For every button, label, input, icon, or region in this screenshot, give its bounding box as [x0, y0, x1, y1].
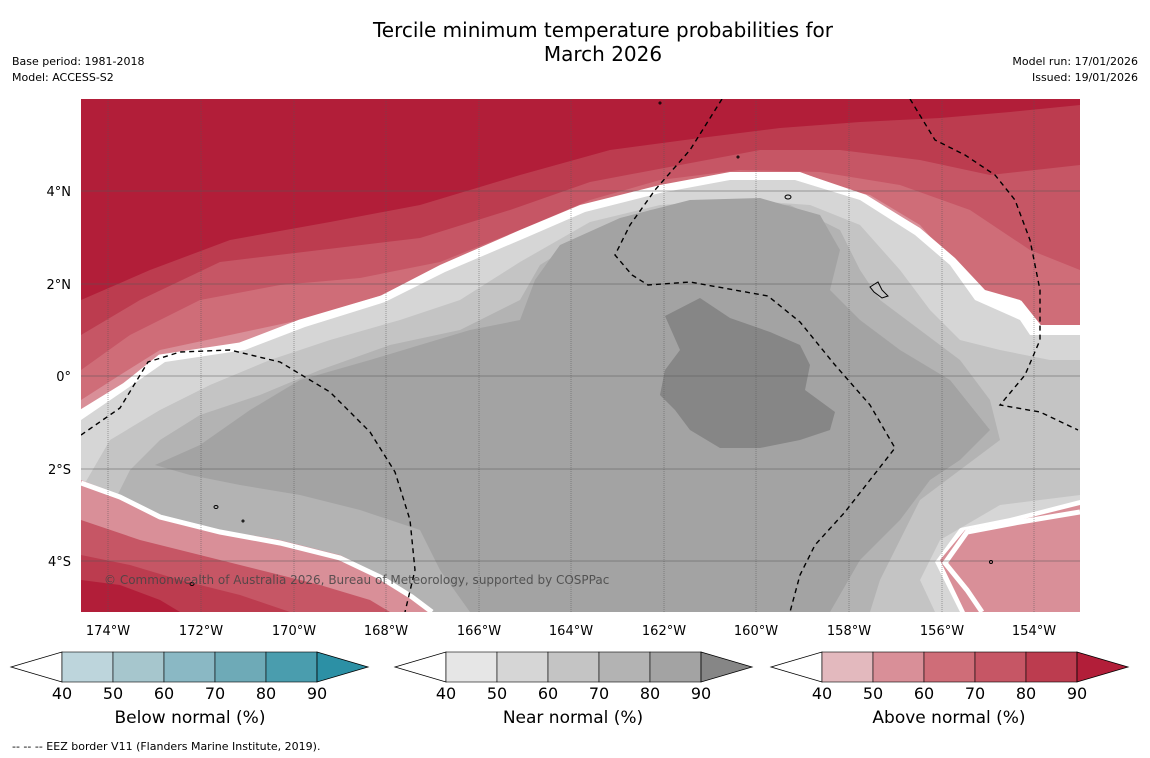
lon-label: 168°W [364, 624, 408, 639]
lon-label: 172°W [179, 624, 223, 639]
eez-borders [81, 99, 1079, 612]
colorbar-segment [496, 651, 549, 683]
colorbar-tick-label: 80 [640, 684, 660, 703]
lon-label: 162°W [642, 624, 686, 639]
lat-label: 2°N [47, 278, 72, 293]
colorbar-low-extend [9, 651, 63, 683]
colorbar-segment [163, 651, 216, 683]
colorbar-low-extend [393, 651, 447, 683]
lon-label: 154°W [1012, 624, 1056, 639]
colorbar-segment [445, 651, 498, 683]
lon-label: 156°W [920, 624, 964, 639]
colorbar-tick-label: 40 [812, 684, 832, 703]
colorbar-tick-label: 40 [436, 684, 456, 703]
lat-label: 0° [56, 370, 71, 385]
lon-label: 166°W [457, 624, 501, 639]
colorbar-high-extend [1076, 651, 1130, 683]
colorbar-tick-label: 60 [154, 684, 174, 703]
white-contour-south-west [81, 480, 434, 612]
colorbar-near-label: Near normal (%) [502, 708, 644, 728]
lat-labels: 4°N 2°N 0° 2°S 4°S [47, 185, 72, 570]
colorbar-tick-label: 70 [965, 684, 985, 703]
lon-labels: 174°W 172°W 170°W 168°W 166°W 164°W 162°… [86, 624, 1056, 639]
model-run-text: Model run: 17/01/2026 [1012, 55, 1138, 68]
map-fields [81, 99, 1080, 612]
islands [189, 101, 993, 586]
colorbar-segment [923, 651, 976, 683]
colorbar-tick-label: 50 [863, 684, 883, 703]
colorbar-above: 40 50 60 70 80 90 [769, 651, 1130, 703]
colorbar-segment [1025, 651, 1078, 683]
lon-label: 160°W [734, 624, 778, 639]
colorbar-high-extend [316, 651, 370, 683]
colorbar-tick-label: 90 [307, 684, 327, 703]
colorbar-segment [265, 651, 318, 683]
base-period-text: Base period: 1981-2018 [12, 55, 145, 68]
colorbar-tick-label: 80 [1016, 684, 1036, 703]
lon-label: 158°W [827, 624, 871, 639]
map-title-line1: Tercile minimum temperature probabilitie… [372, 18, 834, 42]
eez-footnote: -- -- -- EEZ border V11 (Flanders Marine… [12, 740, 321, 753]
colorbar-segment [112, 651, 165, 683]
colorbar-near: 40 50 60 70 80 90 [393, 651, 754, 703]
near-80-region [155, 198, 990, 612]
colorbar-segment [649, 651, 702, 683]
issued-text: Issued: 19/01/2026 [1031, 71, 1138, 84]
meta-right: Model run: 17/01/2026 Issued: 19/01/2026 [1012, 54, 1138, 86]
white-contour-north [81, 172, 1080, 415]
above-south-west-90 [81, 580, 180, 612]
colorbar-high-extend [700, 651, 754, 683]
white-contour-south-east [941, 509, 1080, 612]
colorbar-above-label: Above normal (%) [872, 708, 1026, 728]
colorbar-tick-label: 80 [256, 684, 276, 703]
colorbar-tick-label: 90 [1067, 684, 1087, 703]
lat-label: 2°S [48, 463, 71, 478]
lon-label: 164°W [549, 624, 593, 639]
lat-label: 4°S [48, 555, 71, 570]
colorbar-segment [214, 651, 267, 683]
map-title-line2: March 2026 [543, 42, 663, 66]
near-90-region [660, 298, 835, 448]
colorbar-segment [821, 651, 874, 683]
colorbar-segment [872, 651, 925, 683]
colorbar-segment [598, 651, 651, 683]
colorbar-tick-label: 70 [589, 684, 609, 703]
colorbar-tick-label: 40 [52, 684, 72, 703]
meta-left: Base period: 1981-2018 Model: ACCESS-S2 [12, 54, 144, 86]
copyright-text: © Commonwealth of Australia 2026, Bureau… [104, 573, 609, 587]
colorbar-segment [61, 651, 114, 683]
colorbar-tick-label: 90 [691, 684, 711, 703]
colorbar-below-label: Below normal (%) [114, 708, 266, 728]
map-title: Tercile minimum temperature probabilitie… [300, 18, 906, 66]
colorbar-low-extend [769, 651, 823, 683]
lon-label: 174°W [86, 624, 130, 639]
colorbar-tick-label: 70 [205, 684, 225, 703]
colorbar-tick-label: 60 [538, 684, 558, 703]
lat-label: 4°N [47, 185, 72, 200]
colorbar-tick-label: 50 [103, 684, 123, 703]
colorbar-segment [974, 651, 1027, 683]
lon-label: 170°W [272, 624, 316, 639]
colorbar-tick-label: 60 [914, 684, 934, 703]
model-text: Model: ACCESS-S2 [12, 71, 114, 84]
colorbar-segment [547, 651, 600, 683]
colorbar-tick-label: 50 [487, 684, 507, 703]
above-south-east-region [950, 515, 1080, 612]
colorbar-below: 40 50 60 70 80 90 [9, 651, 370, 703]
